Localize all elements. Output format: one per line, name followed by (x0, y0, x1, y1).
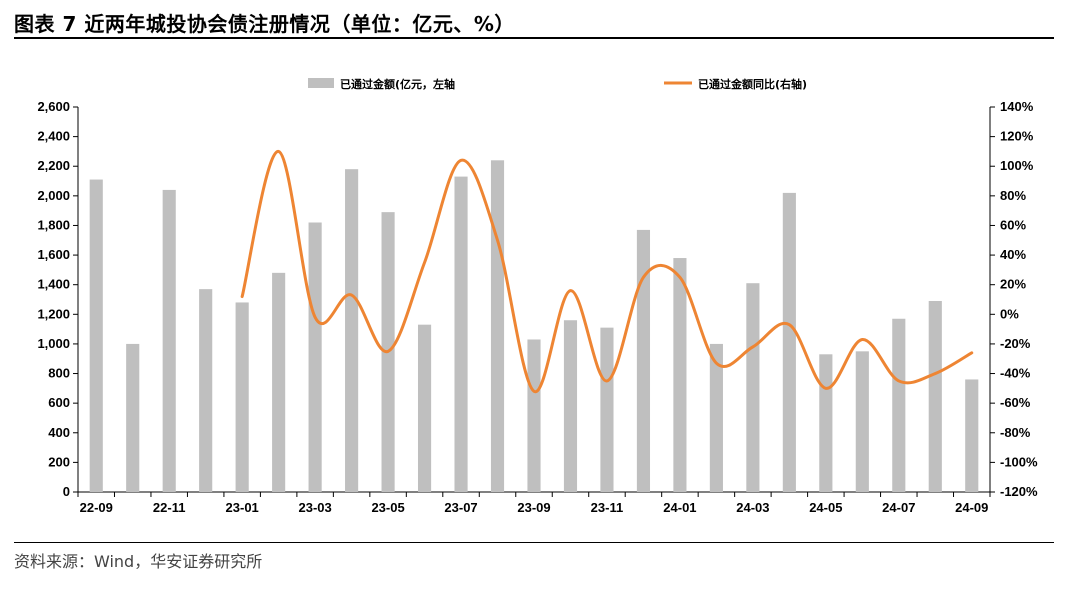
title-divider (14, 37, 1054, 39)
y-left-tick-label: 600 (48, 395, 70, 410)
chart-title: 图表 7 近两年城投协会债注册情况（单位：亿元、%） (14, 12, 515, 36)
x-tick-label: 23-09 (517, 500, 550, 515)
bar (527, 339, 541, 492)
y-right-tick-label: -80% (1000, 425, 1031, 440)
bar (308, 222, 322, 492)
y-right-tick-label: 40% (1000, 247, 1026, 262)
x-tick-label: 24-09 (955, 500, 988, 515)
x-tick-label: 22-09 (80, 500, 113, 515)
y-left-tick-label: 1,600 (37, 247, 70, 262)
y-left-tick-label: 800 (48, 366, 70, 381)
footer-divider (14, 542, 1054, 543)
y-right-tick-label: 0% (1000, 306, 1019, 321)
y-left-tick-label: 2,000 (37, 188, 70, 203)
bar (490, 160, 505, 493)
bar (345, 169, 359, 492)
bar (819, 354, 833, 492)
bar (162, 189, 176, 492)
bar (636, 229, 651, 492)
bar (89, 179, 103, 493)
y-right-tick-label: -40% (1000, 366, 1031, 381)
x-tick-label: 22-11 (153, 500, 186, 515)
y-right-tick-label: 100% (1000, 158, 1034, 173)
y-left-tick-label: 400 (48, 425, 70, 440)
x-tick-label: 24-03 (736, 500, 769, 515)
bar (126, 343, 140, 492)
y-left-tick-label: 1,000 (37, 336, 70, 351)
bar (709, 343, 723, 492)
y-right-tick-label: 140% (1000, 99, 1034, 114)
x-tick-label: 23-11 (591, 500, 624, 515)
y-left-tick-label: 2,200 (37, 158, 70, 173)
y-left-tick-label: 2,400 (37, 129, 70, 144)
bar (782, 192, 796, 492)
bar (417, 324, 432, 492)
y-right-tick-label: -20% (1000, 336, 1031, 351)
bars-layer (89, 160, 979, 493)
x-tick-label: 24-05 (809, 500, 842, 515)
bar (199, 289, 213, 492)
bar (454, 176, 468, 492)
y-left-tick-label: 1,800 (37, 217, 70, 232)
x-tick-label: 23-07 (444, 500, 477, 515)
y-right-tick-label: -120% (1000, 484, 1038, 499)
legend-bar-label: 已通过金额(亿元，左轴 (340, 77, 455, 91)
y-right-tick-label: -60% (1000, 395, 1031, 410)
legend: 已通过金额(亿元，左轴 已通过金额同比(右轴) (308, 77, 807, 91)
x-tick-label: 23-01 (226, 500, 259, 515)
y-left-tick-label: 2,600 (37, 99, 70, 114)
bar (965, 379, 979, 492)
legend-bar-swatch (308, 78, 334, 88)
y-left-tick-label: 1,400 (37, 277, 70, 292)
x-tick-label: 23-05 (371, 500, 404, 515)
legend-line-label: 已通过金额同比(右轴) (698, 77, 807, 91)
y-right-tick-label: 20% (1000, 277, 1026, 292)
bar (235, 302, 249, 492)
y-left-tick-label: 200 (48, 454, 70, 469)
x-tick-label: 24-01 (663, 500, 696, 515)
x-tick-label: 24-07 (882, 500, 915, 515)
bar (746, 283, 760, 492)
bar (892, 318, 906, 492)
bar (272, 272, 286, 492)
y-left-tick-label: 0 (63, 484, 70, 499)
x-tick-label: 23-03 (298, 500, 331, 515)
bar (928, 300, 942, 492)
axes-layer: 0 200 400 600 800 1,000 1,200 1,400 1,600 1,800 2,… (37, 99, 1038, 515)
bar (855, 351, 869, 492)
y-right-tick-label: -100% (1000, 454, 1038, 469)
y-left-tick-label: 1,200 (37, 306, 70, 321)
bar (673, 258, 687, 492)
y-right-tick-label: 120% (1000, 129, 1034, 144)
source-note: 资料来源：Wind，华安证券研究所 (14, 552, 263, 571)
y-right-tick-label: 60% (1000, 217, 1026, 232)
y-right-tick-label: 80% (1000, 188, 1026, 203)
bar (563, 320, 578, 492)
bar (600, 327, 614, 492)
line-layer (240, 149, 974, 393)
